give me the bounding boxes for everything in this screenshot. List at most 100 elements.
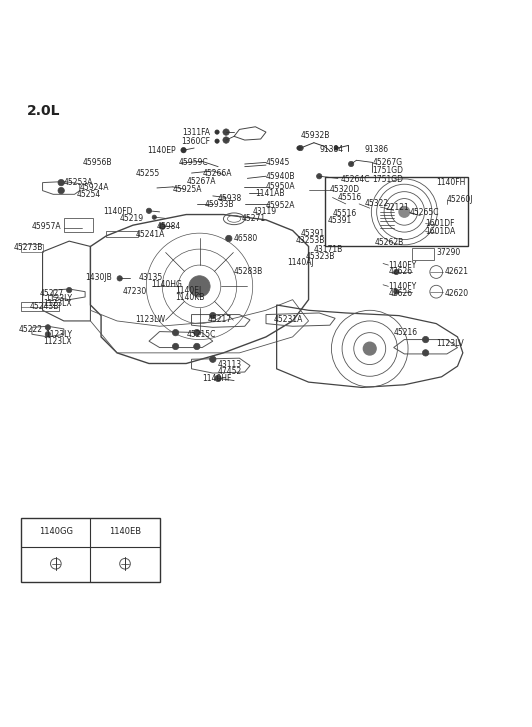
- Circle shape: [45, 332, 51, 337]
- Text: 45320D: 45320D: [330, 185, 360, 194]
- Text: 1140EB: 1140EB: [109, 527, 141, 537]
- Text: 43113: 43113: [218, 360, 242, 369]
- Text: 45215C: 45215C: [186, 330, 215, 339]
- Text: 45945: 45945: [266, 158, 290, 167]
- Text: 1360CF: 1360CF: [181, 137, 210, 145]
- Text: 1140FH: 1140FH: [436, 178, 466, 187]
- Bar: [21, 244, 43, 252]
- Text: 47230: 47230: [122, 287, 147, 296]
- Text: 45950A: 45950A: [266, 182, 296, 191]
- Text: 45217: 45217: [207, 316, 231, 324]
- Text: 1123LY: 1123LY: [45, 330, 72, 339]
- Text: 45255: 45255: [135, 169, 160, 177]
- Circle shape: [394, 269, 399, 275]
- Text: 45267G: 45267G: [372, 158, 403, 167]
- Text: 45516: 45516: [332, 209, 357, 218]
- Text: 1123LX: 1123LX: [43, 337, 72, 345]
- Text: 1140HF: 1140HF: [202, 374, 231, 383]
- Text: 1123LX: 1123LX: [43, 300, 72, 308]
- Circle shape: [215, 130, 219, 134]
- Circle shape: [317, 174, 322, 179]
- Text: 43171B: 43171B: [314, 244, 343, 254]
- Text: 2.0L: 2.0L: [27, 104, 60, 118]
- Text: 1751GD: 1751GD: [372, 175, 403, 185]
- Text: 45391: 45391: [327, 217, 352, 225]
- Bar: [412, 248, 434, 260]
- Text: 1140FY: 1140FY: [388, 282, 417, 291]
- Text: 45952A: 45952A: [266, 201, 295, 210]
- Text: 91386: 91386: [364, 145, 388, 154]
- Text: 45253A: 45253A: [64, 178, 93, 187]
- Text: 45219: 45219: [120, 214, 144, 222]
- Text: 1140AJ: 1140AJ: [287, 258, 314, 267]
- Text: 42621: 42621: [444, 268, 468, 276]
- Circle shape: [215, 375, 221, 382]
- Text: 43119: 43119: [253, 207, 277, 217]
- Bar: [64, 218, 93, 232]
- Text: 43253B: 43253B: [295, 236, 325, 244]
- Text: 1123LV: 1123LV: [436, 339, 464, 348]
- Circle shape: [297, 146, 301, 150]
- Circle shape: [159, 223, 165, 230]
- Text: 45957A: 45957A: [31, 222, 61, 231]
- Circle shape: [181, 148, 186, 153]
- Circle shape: [399, 206, 410, 217]
- Text: 47452: 47452: [218, 367, 243, 376]
- Text: 45273B: 45273B: [13, 243, 43, 252]
- Text: 1140EP: 1140EP: [147, 146, 176, 155]
- Text: 1601DF: 1601DF: [426, 219, 455, 228]
- Text: 1140FD: 1140FD: [104, 207, 133, 217]
- Circle shape: [334, 146, 338, 150]
- Circle shape: [223, 129, 229, 135]
- Circle shape: [189, 276, 210, 297]
- Text: 45266A: 45266A: [202, 169, 231, 177]
- Text: 45243B: 45243B: [29, 302, 59, 310]
- Text: 45959C: 45959C: [178, 158, 208, 167]
- Bar: [21, 518, 160, 582]
- Circle shape: [394, 289, 399, 294]
- Text: 1123LY: 1123LY: [45, 294, 72, 302]
- Text: 1140GG: 1140GG: [39, 527, 73, 537]
- Circle shape: [66, 287, 72, 293]
- Circle shape: [298, 145, 303, 150]
- Text: 1140KB: 1140KB: [176, 292, 205, 302]
- Circle shape: [172, 329, 179, 336]
- Bar: [21, 302, 59, 311]
- Circle shape: [45, 325, 51, 330]
- Text: 45271: 45271: [242, 214, 266, 223]
- Circle shape: [181, 148, 186, 152]
- Text: 45222: 45222: [19, 326, 43, 334]
- Circle shape: [422, 350, 429, 356]
- Text: 45391: 45391: [301, 229, 325, 238]
- Text: 45241A: 45241A: [136, 230, 165, 239]
- Circle shape: [210, 313, 216, 319]
- Text: 42626: 42626: [388, 268, 412, 276]
- Circle shape: [348, 161, 354, 166]
- Circle shape: [223, 137, 229, 143]
- Text: 42620: 42620: [444, 289, 468, 298]
- Text: 45216: 45216: [394, 328, 418, 337]
- Circle shape: [146, 208, 152, 214]
- Text: 43135: 43135: [138, 273, 163, 282]
- Text: 45260J: 45260J: [447, 195, 473, 204]
- Text: 45932B: 45932B: [301, 132, 330, 140]
- Text: 1123LW: 1123LW: [136, 316, 166, 324]
- Text: 45938: 45938: [218, 194, 243, 203]
- Text: 45925A: 45925A: [173, 185, 202, 193]
- Circle shape: [215, 139, 219, 143]
- Text: 45283B: 45283B: [234, 268, 263, 276]
- Text: 1430JB: 1430JB: [85, 273, 112, 282]
- Text: 45227: 45227: [40, 289, 64, 298]
- Text: 42626: 42626: [388, 289, 412, 298]
- Text: 1311FA: 1311FA: [182, 127, 210, 137]
- Circle shape: [194, 329, 200, 336]
- Text: 45262B: 45262B: [375, 238, 404, 247]
- Text: 45516: 45516: [338, 193, 362, 202]
- Circle shape: [117, 276, 122, 281]
- Text: 45264C: 45264C: [340, 175, 370, 185]
- Text: 45323B: 45323B: [306, 252, 335, 260]
- Text: 1751GD: 1751GD: [372, 166, 403, 175]
- Text: 1141AB: 1141AB: [255, 189, 285, 198]
- Circle shape: [58, 188, 64, 194]
- Text: 22121: 22121: [386, 203, 410, 212]
